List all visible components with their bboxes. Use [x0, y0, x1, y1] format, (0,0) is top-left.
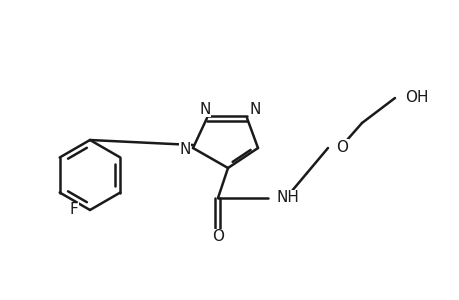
- Text: NH: NH: [276, 190, 299, 206]
- Text: N: N: [249, 101, 260, 116]
- Text: F: F: [69, 202, 78, 217]
- Text: N: N: [199, 101, 210, 116]
- Text: O: O: [335, 140, 347, 154]
- Text: O: O: [212, 230, 224, 244]
- Text: OH: OH: [404, 89, 428, 104]
- Text: N: N: [179, 142, 190, 158]
